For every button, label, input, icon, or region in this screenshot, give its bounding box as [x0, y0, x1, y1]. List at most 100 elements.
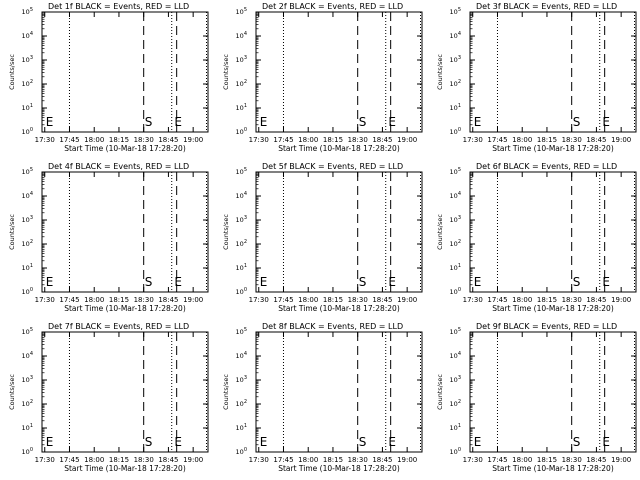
x-tick-label: 18:30 [134, 456, 154, 464]
y-tick-label: 100 [22, 447, 33, 456]
y-tick-label: 101 [450, 103, 461, 112]
x-tick-label: 18:45 [372, 136, 392, 144]
x-tick-label: 18:15 [323, 456, 343, 464]
y-tick-label: 103 [450, 55, 461, 64]
x-tick-label: 17:45 [59, 296, 79, 304]
y-tick-label: 105 [450, 7, 461, 16]
y-tick-label: 103 [236, 55, 247, 64]
y-tick-label: 100 [450, 127, 461, 136]
x-tick-label: 18:00 [512, 456, 532, 464]
y-tick-label: 104 [236, 351, 247, 360]
x-tick-label: 18:15 [323, 296, 343, 304]
x-tick-label: 18:45 [586, 136, 606, 144]
y-tick-label: 100 [236, 127, 247, 136]
y-tick-label: 105 [236, 7, 247, 16]
y-axis-label: Counts/sec [222, 374, 230, 410]
x-axis-label: Start Time (10-Mar-18 17:28:20) [64, 144, 186, 153]
marker-letter: E [46, 275, 54, 289]
marker-letter: S [573, 275, 581, 289]
marker-letter: S [573, 435, 581, 449]
x-axis-label: Start Time (10-Mar-18 17:28:20) [278, 464, 400, 473]
y-tick-label: 103 [22, 215, 33, 224]
y-tick-label: 101 [22, 423, 33, 432]
y-tick-label: 102 [22, 399, 33, 408]
marker-letter: S [359, 435, 367, 449]
x-tick-label: 18:45 [586, 296, 606, 304]
marker-letter: S [145, 435, 153, 449]
y-tick-label: 104 [22, 31, 33, 40]
x-axis-label: Start Time (10-Mar-18 17:28:20) [492, 144, 614, 153]
x-axis-label: Start Time (10-Mar-18 17:28:20) [278, 304, 400, 313]
x-tick-label: 18:15 [537, 456, 557, 464]
y-tick-label: 103 [450, 215, 461, 224]
x-tick-label: 18:30 [562, 136, 582, 144]
x-tick-label: 18:00 [298, 296, 318, 304]
chart-title: Det 6f BLACK = Events, RED = LLD [476, 162, 617, 171]
x-tick-label: 17:45 [273, 136, 293, 144]
y-tick-label: 101 [450, 263, 461, 272]
y-tick-label: 104 [450, 191, 461, 200]
marker-letter: E [602, 275, 610, 289]
y-tick-label: 100 [450, 447, 461, 456]
x-tick-label: 17:45 [487, 296, 507, 304]
y-tick-label: 100 [236, 447, 247, 456]
y-tick-label: 100 [22, 127, 33, 136]
x-tick-label: 17:45 [487, 136, 507, 144]
x-tick-label: 18:00 [512, 136, 532, 144]
y-tick-label: 103 [450, 375, 461, 384]
marker-letter: E [174, 435, 182, 449]
marker-letter: E [260, 275, 268, 289]
marker-letter: E [388, 115, 396, 129]
y-tick-label: 102 [22, 239, 33, 248]
plot-frame [41, 331, 209, 453]
y-tick-label: 100 [236, 287, 247, 296]
y-tick-label: 105 [450, 167, 461, 176]
y-tick-label: 104 [22, 191, 33, 200]
marker-letter: S [359, 115, 367, 129]
x-axis-label: Start Time (10-Mar-18 17:28:20) [64, 464, 186, 473]
y-tick-label: 104 [236, 191, 247, 200]
x-tick-label: 17:30 [463, 136, 483, 144]
chart-title: Det 7f BLACK = Events, RED = LLD [48, 322, 189, 331]
y-tick-label: 102 [22, 79, 33, 88]
chart-title: Det 3f BLACK = Events, RED = LLD [476, 2, 617, 11]
y-axis-label: Counts/sec [222, 214, 230, 250]
y-axis-label: Counts/sec [436, 374, 444, 410]
y-tick-label: 103 [236, 375, 247, 384]
x-tick-label: 18:45 [158, 136, 178, 144]
marker-letter: E [174, 275, 182, 289]
y-tick-label: 102 [236, 239, 247, 248]
x-tick-label: 17:45 [487, 456, 507, 464]
plot-frame [255, 331, 423, 453]
x-tick-label: 19:00 [183, 456, 203, 464]
x-tick-label: 18:30 [348, 456, 368, 464]
marker-letter: E [174, 115, 182, 129]
x-tick-label: 18:15 [109, 296, 129, 304]
chart-panel: Det 2f BLACK = Events, RED = LLD 100 101 10… [222, 2, 423, 153]
x-tick-label: 19:00 [183, 136, 203, 144]
x-tick-label: 19:00 [611, 456, 631, 464]
marker-letter: E [388, 275, 396, 289]
chart-title: Det 2f BLACK = Events, RED = LLD [262, 2, 403, 11]
y-tick-label: 103 [236, 215, 247, 224]
y-tick-label: 100 [22, 287, 33, 296]
y-tick-label: 101 [22, 263, 33, 272]
x-tick-label: 18:30 [562, 456, 582, 464]
y-axis-label: Counts/sec [436, 54, 444, 90]
x-tick-label: 17:30 [463, 456, 483, 464]
y-axis-label: Counts/sec [8, 374, 16, 410]
marker-letter: E [474, 435, 482, 449]
x-tick-label: 17:30 [35, 136, 55, 144]
chart-title: Det 9f BLACK = Events, RED = LLD [476, 322, 617, 331]
x-tick-label: 18:00 [512, 296, 532, 304]
x-tick-label: 17:30 [35, 296, 55, 304]
plot-frame [255, 11, 423, 133]
x-tick-label: 18:15 [537, 136, 557, 144]
y-tick-label: 101 [22, 103, 33, 112]
x-tick-label: 18:30 [562, 296, 582, 304]
x-tick-label: 18:30 [348, 296, 368, 304]
marker-letter: E [260, 435, 268, 449]
x-tick-label: 18:00 [84, 296, 104, 304]
chart-panel: Det 9f BLACK = Events, RED = LLD 100 101 10… [436, 322, 637, 473]
y-tick-label: 105 [236, 167, 247, 176]
